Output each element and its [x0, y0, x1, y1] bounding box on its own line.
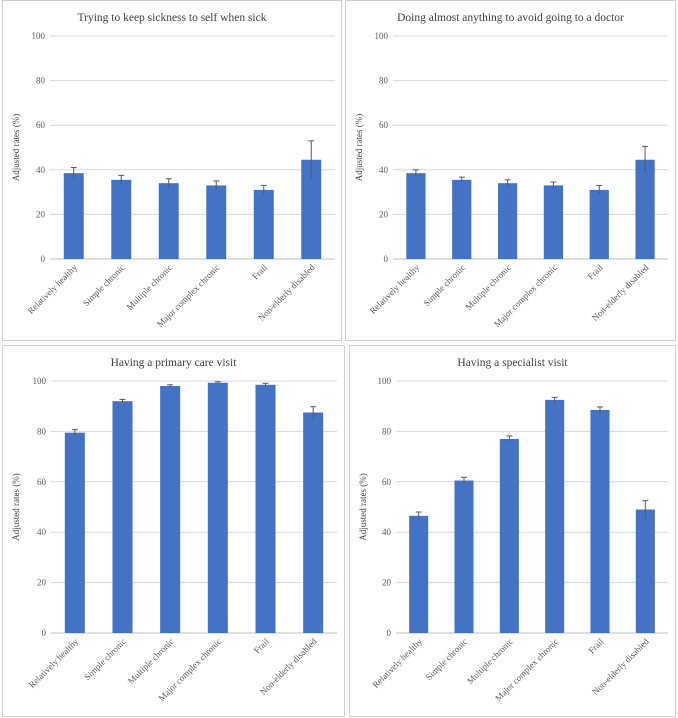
x-tick-label: Simple chronic	[421, 262, 467, 308]
y-tick-label: 100	[32, 31, 46, 41]
y-tick-label: 40	[382, 527, 392, 537]
bar	[589, 189, 609, 259]
y-tick-label: 100	[375, 31, 389, 41]
bar	[545, 399, 565, 633]
x-tick-label: Relatively healthy	[368, 262, 422, 316]
bar	[158, 183, 179, 259]
bar	[160, 386, 181, 633]
bar	[206, 185, 227, 259]
y-tick-label: 80	[37, 426, 47, 436]
y-tick-label: 20	[36, 209, 46, 219]
x-tick-label: Multiple chronic	[124, 262, 174, 312]
y-tick-label: 60	[379, 120, 389, 130]
y-tick-label: 20	[379, 209, 389, 219]
y-tick-label: 60	[36, 120, 46, 130]
y-tick-label: 0	[384, 254, 389, 264]
bar	[64, 432, 85, 633]
chart-title: Having a specialist visit	[457, 357, 568, 369]
bar	[63, 173, 84, 259]
x-tick-label: Multiple chronic	[465, 636, 515, 686]
y-tick-label: 80	[36, 76, 46, 86]
y-axis-label: Adjusted rates (%)	[11, 114, 21, 181]
chart-title: Having a primary care visit	[111, 357, 238, 369]
x-tick-label: Relatively healthy	[371, 636, 425, 690]
x-tick-label: Frail	[586, 636, 605, 655]
x-tick-label: Relatively healthy	[27, 636, 81, 690]
x-tick-label: Frail	[252, 636, 271, 655]
bar	[499, 438, 519, 633]
x-tick-label: Frail	[250, 262, 269, 281]
bar	[207, 382, 228, 633]
y-tick-label: 20	[37, 578, 47, 588]
bar	[635, 509, 655, 633]
chart-title: Trying to keep sickness to self when sic…	[78, 12, 267, 24]
x-tick-label: Frail	[586, 262, 605, 281]
chart-svg: Doing almost anything to avoid going to …	[354, 12, 668, 329]
bar	[409, 515, 429, 633]
x-tick-label: Multiple chronic	[463, 262, 513, 312]
bar	[253, 189, 274, 259]
y-tick-label: 20	[382, 578, 392, 588]
x-tick-label: Multiple chronic	[126, 636, 176, 686]
y-tick-label: 60	[382, 477, 392, 487]
y-tick-label: 40	[36, 165, 46, 175]
bar	[454, 480, 474, 633]
x-tick-label: Simple chronic	[81, 262, 127, 308]
y-axis-label: Adjusted rates (%)	[354, 114, 364, 181]
y-tick-label: 0	[42, 628, 47, 638]
y-tick-label: 80	[382, 426, 392, 436]
y-axis-label: Adjusted rates (%)	[358, 473, 368, 540]
chart-panel-avoid-doctor: Doing almost anything to avoid going to …	[345, 0, 676, 341]
chart-svg: Having a specialist visit Adjusted rates …	[358, 357, 668, 703]
y-tick-label: 40	[379, 165, 389, 175]
chart-svg: Trying to keep sickness to self when sic…	[11, 12, 335, 329]
chart-panel-specialist: Having a specialist visit Adjusted rates …	[349, 345, 676, 717]
bar	[406, 173, 426, 259]
bar	[111, 179, 132, 259]
bar	[543, 185, 564, 259]
bar	[112, 401, 133, 633]
y-tick-label: 100	[33, 376, 47, 386]
chart-panel-keep-sickness: Trying to keep sickness to self when sic…	[2, 0, 342, 341]
y-tick-label: 0	[387, 628, 392, 638]
chart-panel-primary-care: Having a primary care visit Adjusted rate…	[2, 345, 345, 717]
chart-svg: Having a primary care visit Adjusted rate…	[11, 357, 337, 703]
x-tick-label: Simple chronic	[82, 636, 128, 682]
chart-title: Doing almost anything to avoid going to …	[397, 12, 624, 24]
x-tick-label: Simple chronic	[424, 636, 470, 682]
y-tick-label: 0	[41, 254, 46, 264]
y-axis-label: Adjusted rates (%)	[11, 473, 21, 540]
bar	[635, 159, 655, 259]
bar	[590, 409, 610, 633]
bar	[255, 384, 276, 633]
y-tick-label: 60	[37, 477, 47, 487]
y-tick-label: 80	[379, 76, 389, 86]
bar	[301, 159, 322, 259]
bar	[497, 183, 518, 259]
bar	[303, 412, 324, 633]
x-tick-label: Relatively healthy	[26, 262, 80, 316]
y-tick-label: 40	[37, 527, 47, 537]
bar	[452, 179, 472, 259]
y-tick-label: 100	[378, 376, 392, 386]
